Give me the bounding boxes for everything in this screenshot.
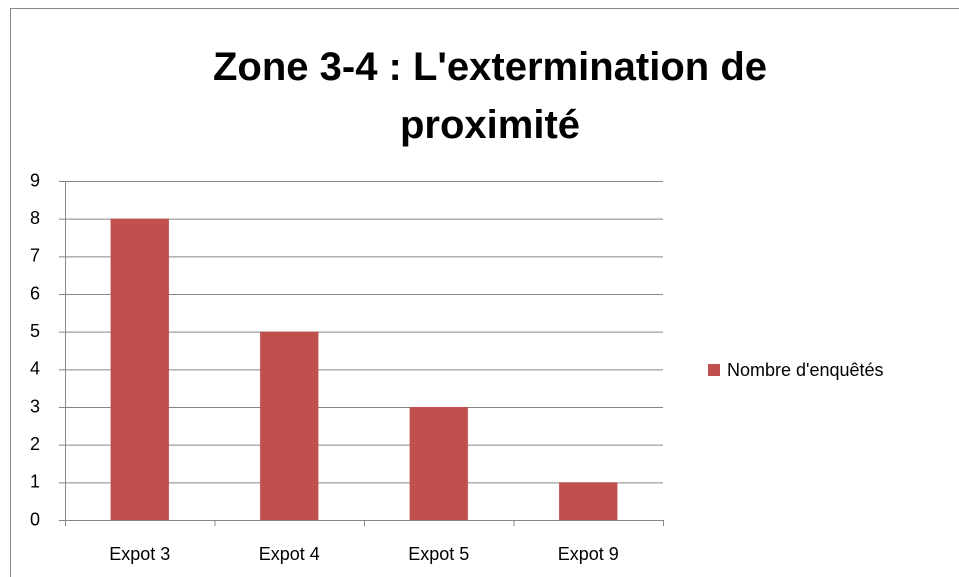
x-tick-label: Expot 9 bbox=[558, 544, 619, 564]
y-tick-label: 9 bbox=[30, 170, 40, 190]
x-tick-label: Expot 5 bbox=[408, 544, 469, 564]
bar bbox=[559, 482, 618, 520]
y-tick-label: 3 bbox=[30, 396, 40, 416]
bar bbox=[260, 331, 319, 520]
y-tick-label: 5 bbox=[30, 321, 40, 341]
bar bbox=[409, 407, 468, 520]
chart-border bbox=[10, 8, 959, 577]
legend-swatch bbox=[708, 364, 720, 376]
y-tick-label: 6 bbox=[30, 283, 40, 303]
y-tick-label: 7 bbox=[30, 246, 40, 266]
y-tick-label: 1 bbox=[30, 472, 40, 492]
y-tick-label: 8 bbox=[30, 208, 40, 228]
chart-title: Zone 3-4 : L'extermination de proximité bbox=[212, 45, 768, 147]
y-tick-label: 4 bbox=[30, 359, 40, 379]
x-tick-label: Expot 3 bbox=[109, 544, 170, 564]
y-tick-label: 2 bbox=[30, 434, 40, 454]
bar bbox=[110, 218, 169, 520]
legend-label: Nombre d'enquêtés bbox=[727, 360, 884, 380]
x-tick-label: Expot 4 bbox=[259, 544, 320, 564]
y-tick-label: 0 bbox=[30, 509, 40, 529]
